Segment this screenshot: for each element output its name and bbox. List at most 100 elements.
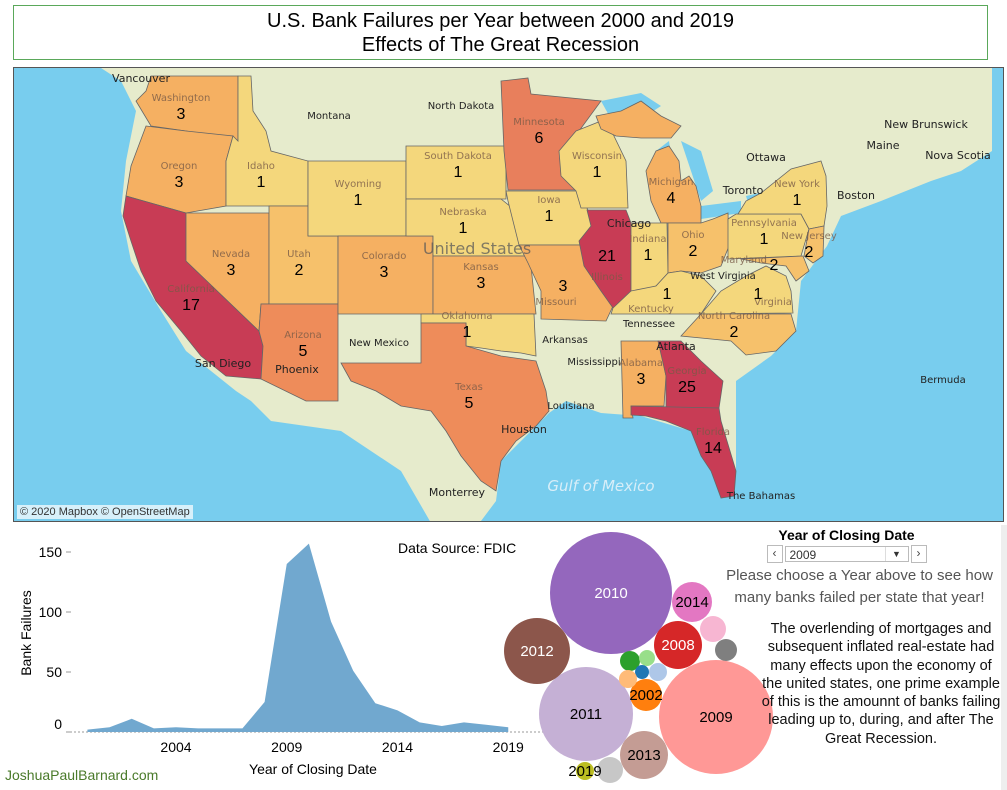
bubble-2008[interactable] <box>654 621 702 669</box>
data-point-2018[interactable] <box>484 723 488 727</box>
bubble-year[interactable] <box>715 639 737 661</box>
state-name-label: Oklahoma <box>442 311 493 322</box>
bubble-year[interactable] <box>619 670 637 688</box>
x-tick-label: 2014 <box>382 739 413 755</box>
data-point-2016[interactable] <box>440 724 444 728</box>
state-name-label: Maryland <box>721 255 767 266</box>
bubble-2009[interactable] <box>659 660 773 774</box>
state-count-label: 1 <box>644 247 653 264</box>
bubble-2013[interactable] <box>620 731 668 779</box>
map-canvas[interactable]: Washington 3 Oregon 3 Idaho 1 California 17 Neva… <box>14 68 1004 522</box>
state-virginia[interactable] <box>700 265 794 315</box>
state-count-label: 1 <box>257 174 266 191</box>
data-point-2004[interactable] <box>174 725 178 729</box>
map-place-label: Nova Scotia <box>925 149 991 162</box>
state-new-jersey[interactable] <box>803 225 825 264</box>
data-point-2015[interactable] <box>418 720 422 724</box>
data-point-2006[interactable] <box>218 726 222 730</box>
state-name-label: Idaho <box>247 161 275 172</box>
state-count-label: 1 <box>754 286 763 303</box>
bubble-label: 2010 <box>594 585 627 602</box>
state-michigan[interactable] <box>645 145 702 224</box>
map-place-label: The Bahamas <box>726 491 795 502</box>
author-credit[interactable]: JoshuaPaulBarnard.com <box>5 767 159 783</box>
state-name-label: Florida <box>696 427 730 438</box>
state-name-label: Illinois <box>591 272 623 283</box>
bubble-year[interactable] <box>639 650 655 666</box>
area-series[interactable] <box>87 543 509 732</box>
data-point-2001[interactable] <box>108 725 112 729</box>
lake <box>681 141 713 201</box>
data-point-2009[interactable] <box>285 562 289 566</box>
bubble-label: 2014 <box>675 594 708 611</box>
bubble-2019[interactable] <box>576 762 594 780</box>
year-select[interactable]: 2009 ▼ <box>784 546 909 562</box>
data-point-2012[interactable] <box>351 669 355 673</box>
data-point-2003[interactable] <box>152 726 156 730</box>
state-name-label: Wyoming <box>335 179 382 190</box>
state-kentucky[interactable] <box>610 270 717 315</box>
bubble-label: 2013 <box>627 747 660 764</box>
state-south-dakota[interactable] <box>405 145 507 200</box>
state-north-carolina[interactable] <box>680 313 797 356</box>
map-place-label: Montana <box>307 111 351 122</box>
bubble-2011[interactable] <box>539 667 633 761</box>
state-maryland[interactable] <box>740 255 810 282</box>
state-name-label: Alabama <box>619 358 663 369</box>
data-point-2007[interactable] <box>240 726 244 730</box>
bubble-year[interactable] <box>635 665 649 679</box>
data-point-2002[interactable] <box>130 717 134 721</box>
state-count-label: 4 <box>667 190 676 207</box>
state-count-label: 3 <box>227 262 236 279</box>
state-arizona[interactable] <box>258 303 339 402</box>
state-count-label: 17 <box>182 297 200 314</box>
scrollbar[interactable] <box>1001 525 1007 790</box>
map-place-label: Houston <box>501 423 547 436</box>
lake <box>701 201 741 219</box>
state-count-label: 3 <box>175 174 184 191</box>
data-point-2014[interactable] <box>396 708 400 712</box>
bubble-label: 2019 <box>568 763 601 780</box>
bubble-year[interactable] <box>597 757 623 783</box>
map-place-label: New Mexico <box>349 338 409 349</box>
bubble-2012[interactable] <box>504 618 570 684</box>
map-attribution[interactable]: © 2020 Mapbox © OpenStreetMap <box>17 505 193 519</box>
prev-year-button[interactable]: ‹ <box>766 545 783 563</box>
map-place-label: Bermuda <box>920 375 966 386</box>
state-florida[interactable] <box>630 405 737 499</box>
bubble-year[interactable] <box>700 616 726 642</box>
next-year-button[interactable]: › <box>910 545 927 563</box>
data-point-2019[interactable] <box>506 725 510 729</box>
state-count-label: 3 <box>477 275 486 292</box>
data-point-2008[interactable] <box>263 700 267 704</box>
bubble-2014[interactable] <box>672 582 712 622</box>
bubble-2010[interactable] <box>550 532 672 654</box>
bubble-year[interactable] <box>649 663 667 681</box>
map-place-label: Arkansas <box>542 335 588 346</box>
state-michigan[interactable] <box>595 100 682 139</box>
state-wisconsin[interactable] <box>558 120 629 209</box>
data-point-2011[interactable] <box>329 620 333 624</box>
data-point-2010[interactable] <box>307 542 311 546</box>
bubble-2002[interactable] <box>630 679 662 711</box>
state-new-york[interactable] <box>737 160 828 230</box>
state-georgia[interactable] <box>657 340 724 412</box>
data-point-2013[interactable] <box>373 701 377 705</box>
data-point-2017[interactable] <box>462 720 466 724</box>
map-place-label: United States <box>423 239 531 258</box>
state-texas[interactable] <box>340 322 550 492</box>
state-count-label: 1 <box>545 208 554 225</box>
chevron-down-icon[interactable]: ▼ <box>884 547 908 561</box>
data-point-2000[interactable] <box>85 728 89 732</box>
year-filter: Year of Closing Date ‹ 2009 ▼ › Please c… <box>714 527 1005 609</box>
area-chart[interactable]: 0 50 100 150 2004 2009 2014 2019 Year of Closing… <box>0 528 560 790</box>
bubble-year[interactable] <box>620 651 640 671</box>
state-name-label: Michigan <box>649 177 694 188</box>
us-map[interactable]: Washington 3 Oregon 3 Idaho 1 California 17 Neva… <box>13 67 1004 522</box>
data-point-2005[interactable] <box>196 726 200 730</box>
filter-title: Year of Closing Date <box>778 527 915 543</box>
state-name-label: Utah <box>287 249 311 260</box>
state-kansas[interactable] <box>432 255 537 315</box>
map-place-label: Vancouver <box>112 72 170 85</box>
